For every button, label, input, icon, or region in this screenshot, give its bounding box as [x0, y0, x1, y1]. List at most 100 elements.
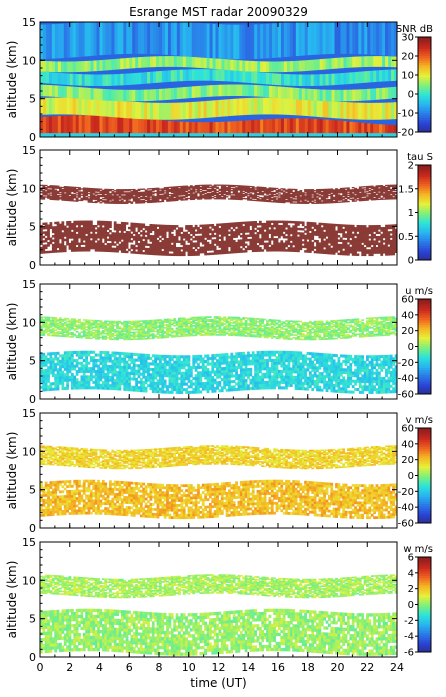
- data-cell: [373, 229, 376, 231]
- data-cell: [173, 225, 176, 227]
- data-cell: [321, 236, 324, 238]
- data-cell: [383, 236, 386, 238]
- data-cell: [69, 376, 72, 379]
- data-cell: [71, 236, 74, 238]
- data-cell: [316, 247, 319, 249]
- data-cell: [152, 379, 155, 382]
- data-cell: [371, 225, 374, 227]
- data-cell: [257, 186, 260, 187]
- data-cell: [240, 224, 243, 226]
- data-cell: [207, 226, 210, 228]
- data-cell: [50, 363, 53, 366]
- data-cell: [130, 358, 133, 361]
- data-cell: [333, 248, 336, 250]
- data-cell: [57, 360, 60, 363]
- data-cell: [78, 229, 81, 231]
- colorbar-tick-label: 2: [408, 161, 414, 172]
- data-cell: [271, 198, 274, 199]
- data-cell: [121, 226, 124, 228]
- colorbar-tick-label: 30: [401, 33, 414, 44]
- data-cell: [221, 250, 224, 252]
- data-cell: [202, 238, 205, 240]
- data-cell: [223, 249, 226, 251]
- data-cell: [297, 191, 300, 192]
- data-cell: [242, 237, 245, 239]
- data-cell: [371, 236, 374, 238]
- data-cell: [245, 226, 248, 228]
- data-cell: [199, 247, 202, 249]
- data-cell: [107, 387, 110, 390]
- data-cell: [357, 189, 360, 190]
- data-cell: [302, 246, 305, 248]
- data-cell: [169, 229, 172, 231]
- data-cell: [233, 227, 236, 229]
- data-cell: [149, 235, 152, 237]
- data-cell: [392, 229, 395, 231]
- data-cell: [276, 240, 279, 242]
- data-cell: [97, 247, 100, 249]
- data-cell: [100, 356, 103, 359]
- data-cell: [45, 238, 48, 240]
- data-cell: [214, 246, 217, 248]
- data-cell: [349, 242, 352, 244]
- data-cell: [109, 201, 112, 202]
- data-cell: [140, 381, 143, 384]
- data-cell: [226, 187, 229, 188]
- data-cell: [195, 192, 198, 193]
- data-cell: [221, 230, 224, 232]
- data-cell: [190, 245, 193, 247]
- data-layer-1: [40, 351, 397, 394]
- data-cell: [161, 227, 164, 229]
- data-cell: [128, 192, 131, 193]
- data-cell: [61, 243, 64, 245]
- data-cell: [268, 240, 271, 242]
- data-cell: [97, 381, 100, 384]
- data-cell: [321, 249, 324, 251]
- data-cell: [73, 381, 76, 384]
- data-cell: [88, 381, 91, 384]
- data-cell: [378, 227, 381, 229]
- data-cell: [238, 222, 241, 224]
- data-cell: [383, 247, 386, 249]
- data-cell: [280, 232, 283, 234]
- data-cell: [78, 232, 81, 234]
- data-cell: [295, 223, 298, 225]
- data-cell: [128, 200, 131, 201]
- data-cell: [104, 368, 107, 371]
- data-cell: [169, 194, 172, 195]
- data-cell: [166, 251, 169, 253]
- data-cell: [119, 237, 122, 239]
- data-cell: [278, 229, 281, 231]
- data-cell: [140, 359, 143, 362]
- data-cell: [80, 351, 83, 354]
- data-cell: [76, 240, 79, 242]
- data-cell: [147, 237, 150, 239]
- data-cell: [347, 197, 350, 198]
- data-cell: [71, 247, 74, 249]
- data-cell: [135, 240, 138, 242]
- data-cell: [390, 185, 393, 186]
- data-cell: [368, 189, 371, 190]
- data-cell: [138, 198, 141, 199]
- data-cell: [278, 242, 281, 244]
- data-cell: [152, 250, 155, 252]
- data-cell: [135, 238, 138, 240]
- data-cell: [78, 187, 81, 188]
- data-cell: [107, 239, 110, 241]
- data-cell: [140, 247, 143, 249]
- data-cell: [178, 188, 181, 189]
- data-cell: [216, 193, 219, 194]
- data-cell: [126, 355, 129, 358]
- data-cell: [219, 230, 222, 232]
- data-cell: [266, 196, 269, 197]
- data-cell: [119, 352, 122, 355]
- data-cell: [340, 188, 343, 189]
- data-cell: [59, 237, 62, 239]
- data-cell: [199, 236, 202, 238]
- data-cell: [157, 366, 160, 369]
- data-cell: [42, 190, 45, 191]
- data-cell: [230, 249, 233, 251]
- data-cell: [154, 237, 157, 239]
